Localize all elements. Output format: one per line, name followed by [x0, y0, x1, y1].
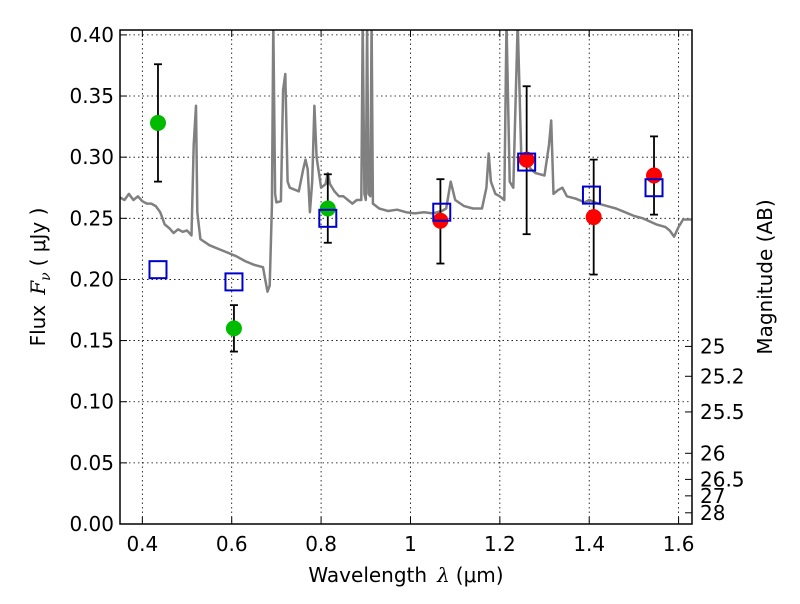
y-tick-label: 0.10	[69, 390, 114, 414]
y-tick-label: 0.35	[69, 84, 114, 108]
x-tick-label: 0.8	[305, 532, 337, 556]
y-tick-label: 0.20	[69, 267, 114, 291]
y-tick-label: 0.30	[69, 145, 114, 169]
model-flux-square	[432, 202, 452, 222]
y-right-tick-label: 25.5	[700, 400, 745, 424]
grid	[120, 30, 692, 524]
data-layer	[120, 30, 692, 293]
y-axis-label: FluxFν( μJy )	[26, 208, 54, 347]
x-tick-label: 0.4	[126, 532, 158, 556]
markers-layer	[148, 63, 664, 353]
x-tick-label: 0.6	[216, 532, 248, 556]
y-right-axis-label: Magnitude (AB)	[753, 199, 777, 354]
y-right-tick-label: 27	[700, 484, 725, 508]
data-point-optical	[319, 200, 336, 217]
model-flux-square	[148, 260, 168, 280]
model-flux-square	[224, 272, 244, 292]
y-tick-label: 0.05	[69, 451, 114, 475]
y-right-tick-label: 26	[700, 441, 725, 465]
y-right-tick-label: 25	[700, 334, 725, 358]
data-point-optical	[225, 320, 242, 337]
y-tick-label: 0.00	[69, 512, 114, 536]
x-axis-label: Wavelength λ (μm)	[308, 563, 503, 587]
x-tick-label: 1.4	[573, 532, 605, 556]
data-point-optical	[149, 114, 166, 131]
model-spectrum-line	[120, 30, 692, 293]
x-tick-label: 1	[404, 532, 417, 556]
y-tick-label: 0.25	[69, 206, 114, 230]
model-flux-square	[581, 185, 601, 205]
model-flux-square	[517, 152, 537, 172]
ticks: 0.4 0.6 0.8 1 1.2 1.4 1.6 0.00 0.05 0.10 0.15 0.20 0…	[69, 23, 744, 556]
model-flux-square	[644, 178, 664, 198]
plot-frame	[119, 29, 693, 525]
y-tick-label: 0.40	[69, 23, 114, 47]
x-tick-label: 1.2	[484, 532, 516, 556]
y-right-tick-label: 25.2	[700, 364, 745, 388]
data-point-nir	[646, 167, 663, 184]
plot-area	[120, 30, 692, 524]
y-tick-label: 0.15	[69, 329, 114, 353]
data-point-nir	[585, 209, 602, 226]
model-flux-square	[318, 208, 338, 228]
y-right-tick-label: 26.5	[700, 467, 745, 491]
y-right-tick-label: 28	[700, 501, 725, 525]
x-tick-label: 1.6	[663, 532, 695, 556]
